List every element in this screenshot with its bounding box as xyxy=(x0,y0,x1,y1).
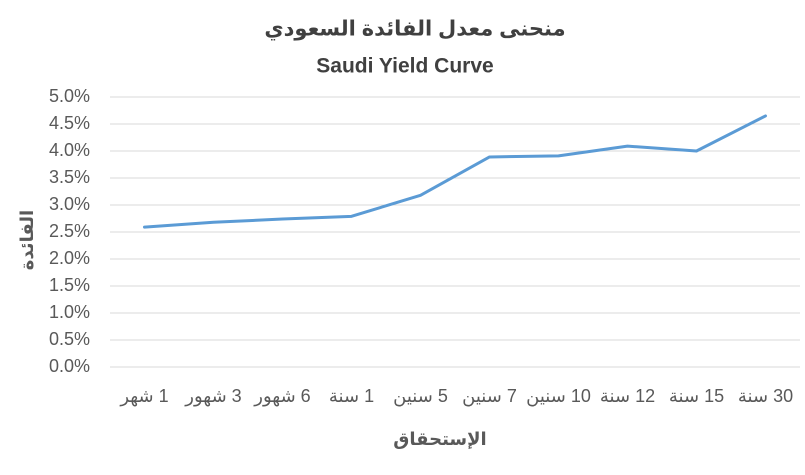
x-tick-label: 6 شهور xyxy=(253,386,310,407)
y-tick-label: 4.0% xyxy=(49,140,90,160)
y-tick-label: 2.5% xyxy=(49,221,90,241)
x-tick-label: 12 سنة xyxy=(600,386,655,406)
x-tick-label: 5 سنين xyxy=(393,386,448,407)
y-tick-label: 4.5% xyxy=(49,113,90,133)
x-tick-label: 1 شهر xyxy=(119,386,168,407)
x-tick-label: 10 سنين xyxy=(526,386,591,407)
line-series xyxy=(143,114,767,229)
y-tick-label: 0.0% xyxy=(49,356,90,376)
y-axis-title: الفائدة xyxy=(17,210,37,270)
y-tick-label: 3.0% xyxy=(49,194,90,214)
x-tick-label: 30 سنة xyxy=(738,386,793,406)
chart-subtitle: Saudi Yield Curve xyxy=(316,55,493,78)
x-tick-label: 15 سنة xyxy=(669,386,724,406)
x-axis-title: الإستحقاق xyxy=(393,429,486,449)
y-tick-label: 2.0% xyxy=(49,248,90,268)
y-tick-label: 5.0% xyxy=(49,86,90,106)
x-tick-label: 7 سنين xyxy=(462,386,517,407)
x-tick-label: 3 شهور xyxy=(184,386,241,407)
y-tick-label: 0.5% xyxy=(49,329,90,349)
y-tick-label: 3.5% xyxy=(49,167,90,187)
x-tick-label: 1 سنة xyxy=(329,386,374,406)
chart-title: منحنى معدل الفائدة السعودي xyxy=(264,18,565,42)
y-tick-label: 1.5% xyxy=(49,275,90,295)
y-tick-label: 1.0% xyxy=(49,302,90,322)
